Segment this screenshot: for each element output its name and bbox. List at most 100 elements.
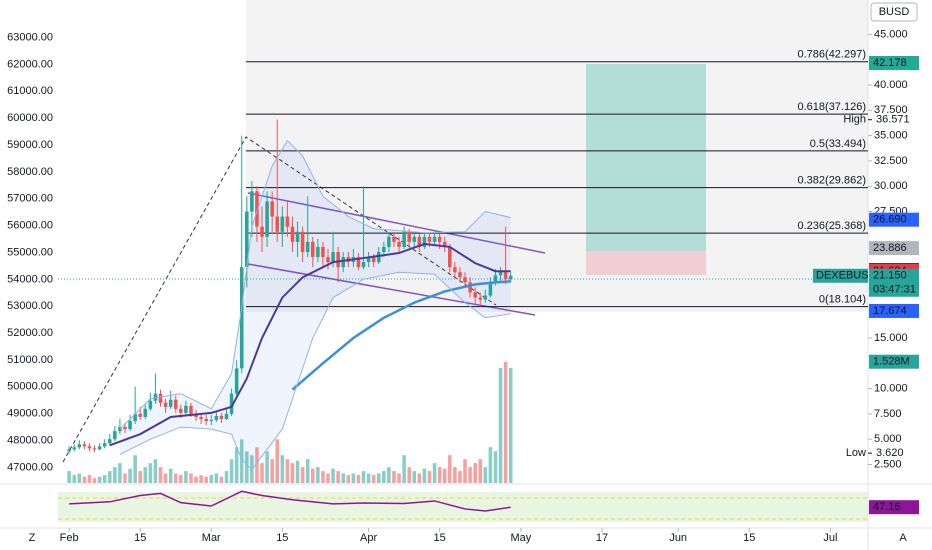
volume-bar	[316, 467, 320, 483]
candle-body	[77, 444, 82, 448]
candle-body	[133, 413, 137, 422]
candle-body	[437, 236, 442, 242]
volume-bar	[331, 468, 335, 483]
corner-right[interactable]: A	[899, 532, 907, 544]
candle-body	[305, 241, 310, 252]
left-tick-label: 61000.00	[7, 85, 53, 97]
volume-bar	[239, 439, 244, 483]
candle-body	[239, 267, 244, 369]
left-tick-label: 54000.00	[7, 273, 53, 285]
candle-body	[72, 447, 77, 450]
candle-body	[184, 405, 188, 413]
volume-bar	[453, 467, 457, 483]
right-tick-label: 2.500	[874, 458, 902, 470]
currency[interactable]: BUSD	[879, 6, 910, 18]
volume-bar	[442, 468, 447, 483]
volume-bar	[158, 467, 163, 483]
candle-body	[113, 431, 117, 440]
volume-bar	[437, 467, 442, 483]
left-tick-label: 53000.00	[7, 300, 53, 312]
left-tick-label: 50000.00	[7, 381, 53, 393]
volume-bar	[168, 468, 173, 483]
tag-box	[869, 303, 919, 318]
candle-body	[168, 399, 173, 407]
candle-body	[463, 277, 467, 283]
candle-body	[371, 257, 376, 263]
candle-body	[478, 297, 483, 300]
candle-body	[219, 415, 224, 419]
tag-label: 3.620	[876, 447, 904, 459]
rsi-line	[69, 490, 511, 512]
candle-body	[138, 413, 142, 417]
fib-label: 0.786(42.297)	[798, 49, 867, 61]
volume-bar	[128, 468, 132, 483]
x-tick-label: 15	[743, 532, 755, 544]
volume-bar	[184, 471, 188, 483]
volume-bar	[209, 475, 214, 483]
volume-bar	[483, 467, 488, 483]
candle-body	[224, 413, 229, 419]
rsi-tag: 47.16	[873, 501, 901, 513]
right-tick-label: 40.000	[874, 79, 908, 91]
candle-body	[285, 216, 290, 227]
right-tick-label: 45.000	[874, 28, 908, 40]
volume-bar	[290, 463, 295, 483]
fib-label: 0.618(37.126)	[798, 101, 867, 113]
candle-body	[214, 415, 219, 420]
currency-box[interactable]	[870, 2, 918, 22]
volume-bar	[412, 471, 417, 483]
candle-body	[87, 446, 92, 449]
volume-bar	[280, 455, 285, 483]
candle-body	[412, 236, 417, 242]
ma-slow	[291, 280, 511, 391]
corner-left[interactable]: Z	[29, 532, 36, 544]
volume-bar	[133, 455, 137, 483]
candle-body	[331, 251, 335, 263]
volume-bar	[488, 447, 493, 483]
candle-body	[453, 267, 457, 273]
candle-body	[102, 443, 107, 447]
volume-bar	[97, 476, 102, 483]
candle-body	[82, 444, 87, 447]
x-tick-label: May	[510, 532, 531, 544]
band-fill	[119, 140, 511, 470]
volume-bar	[356, 475, 361, 483]
volume-bar	[382, 471, 386, 483]
trend-dashed	[62, 136, 497, 463]
volume-bar	[113, 467, 117, 483]
volume-bar	[189, 473, 193, 483]
candle-body	[508, 275, 513, 280]
candle-body	[255, 191, 259, 227]
candle-body	[392, 236, 396, 242]
right-tick-label: 37.500	[874, 104, 908, 116]
candle-body	[448, 246, 452, 268]
volume-bar	[305, 459, 310, 483]
volume-bar	[422, 468, 427, 483]
right-tick-label: 5.000	[874, 433, 902, 445]
candle-body	[189, 405, 193, 414]
volume-bar	[417, 473, 422, 483]
volume-bar	[260, 463, 264, 483]
volume-bar	[72, 475, 77, 483]
candle-body	[316, 246, 320, 258]
volume-bar	[458, 471, 462, 483]
candle-body	[245, 211, 249, 268]
tag-box	[869, 212, 919, 227]
right-tick-label: 30.000	[874, 180, 908, 192]
candle-body	[173, 399, 178, 409]
volume-bar	[275, 439, 280, 483]
candle-body	[356, 257, 361, 268]
right-tick-label: 10.000	[874, 383, 908, 395]
candle-body	[143, 408, 148, 417]
tag: 23.886	[873, 242, 907, 254]
volume-bar	[199, 475, 203, 483]
candle-body	[376, 251, 381, 263]
candle-body	[265, 201, 269, 237]
left-tick-label: 58000.00	[7, 166, 53, 178]
candle-body	[387, 236, 391, 247]
candle-body	[229, 393, 234, 414]
candle-body	[280, 216, 285, 232]
x-tick-label: Jun	[669, 532, 687, 544]
symbol-box	[813, 268, 868, 283]
